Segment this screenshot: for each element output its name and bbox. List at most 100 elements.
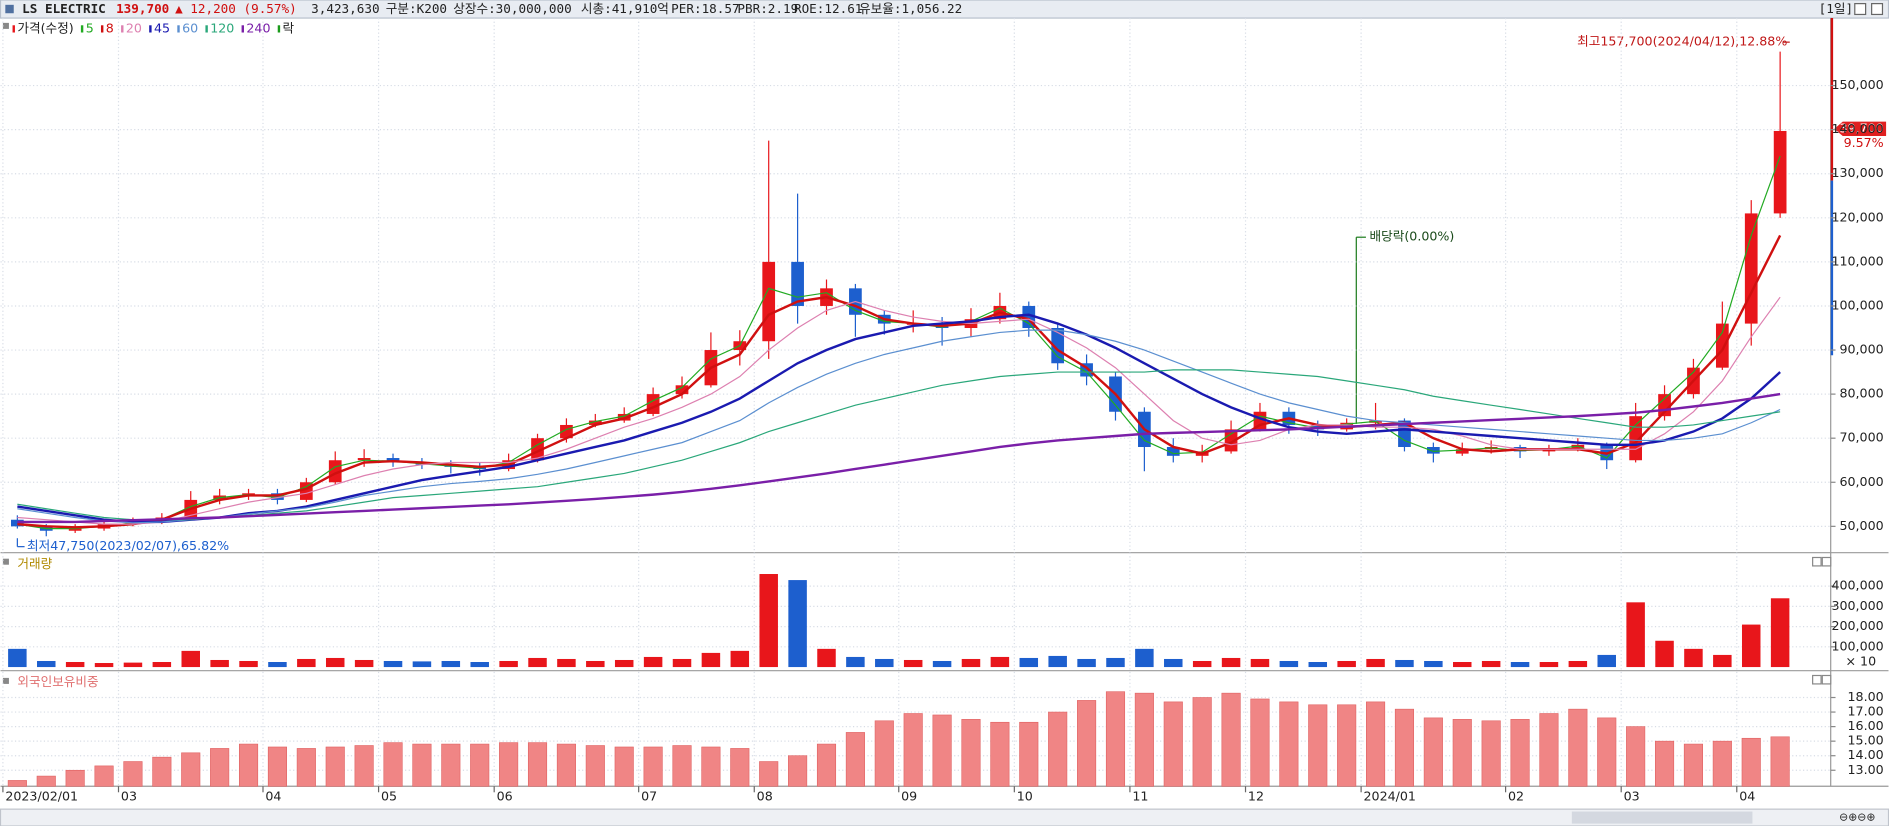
- x-tick-label: 05: [381, 789, 397, 804]
- price-tag: [1834, 121, 1887, 137]
- bar: [1510, 662, 1530, 668]
- stock-group: 구분:K200: [386, 1, 447, 16]
- bar: [932, 714, 952, 787]
- bar: [181, 650, 200, 668]
- stock-change: ▲ 12,200 (9.57%): [175, 1, 297, 16]
- legend-swatch: [100, 25, 104, 33]
- bar: [1279, 660, 1299, 668]
- candle-body: [1744, 213, 1758, 324]
- bar: [875, 658, 894, 668]
- legend-swatch: [177, 25, 180, 33]
- bar: [354, 659, 374, 668]
- bar: [239, 660, 258, 668]
- bar: [152, 662, 172, 668]
- bar: [1019, 721, 1039, 787]
- bar: [1192, 660, 1212, 668]
- bar: [1626, 726, 1646, 787]
- bar: [94, 765, 114, 787]
- y-tick-label: 300,000: [1831, 598, 1883, 613]
- x-tick-label: 2024/01: [1364, 789, 1416, 804]
- candle-body: [1426, 447, 1440, 454]
- pane-icon[interactable]: [2, 22, 9, 29]
- pane-icon[interactable]: [2, 558, 9, 565]
- y-tick-label: 80,000: [1839, 386, 1883, 401]
- bar: [1452, 719, 1472, 787]
- pane-button[interactable]: [1821, 674, 1832, 685]
- scroll-thumb[interactable]: [1571, 811, 1753, 824]
- bar: [441, 660, 461, 668]
- y-tick-label: 13.00: [1848, 762, 1884, 777]
- bar: [1453, 662, 1472, 668]
- bar: [788, 580, 807, 668]
- bar: [1654, 740, 1675, 787]
- zoom-icons[interactable]: ⊖⊕⊖⊕: [1839, 811, 1875, 824]
- bar: [556, 743, 576, 787]
- bar: [643, 656, 663, 668]
- low-annotation: 최저47,750(2023/02/07),65.82%: [27, 538, 229, 553]
- legend-swatch: [241, 25, 244, 33]
- bar: [238, 743, 259, 787]
- bar: [383, 742, 403, 787]
- bar: [1077, 700, 1097, 787]
- bar: [7, 780, 27, 787]
- legend-label: 가격(수정): [17, 20, 73, 35]
- pane-icon[interactable]: [2, 677, 9, 684]
- y-tick-label: 70,000: [1839, 430, 1883, 445]
- bar: [817, 648, 836, 668]
- bar: [1741, 737, 1761, 787]
- period-button[interactable]: [1일]: [1819, 1, 1853, 16]
- bar: [1105, 691, 1126, 787]
- y-tick-label: 110,000: [1831, 253, 1883, 268]
- bar: [297, 658, 316, 668]
- candle-body: [1455, 449, 1469, 454]
- bar: [152, 756, 172, 787]
- pane-button[interactable]: [1821, 556, 1832, 567]
- bar: [1337, 660, 1356, 668]
- y-tick-label: 17.00: [1848, 704, 1884, 719]
- volume-unit: × 10: [1845, 654, 1876, 669]
- bar: [990, 721, 1010, 787]
- bar: [1395, 659, 1414, 668]
- bar: [586, 660, 605, 668]
- moving-average: [17, 234, 1782, 529]
- bar: [701, 746, 721, 787]
- y-tick-label: 200,000: [1831, 618, 1883, 633]
- window-button[interactable]: [1854, 3, 1867, 16]
- pane-button[interactable]: [1812, 556, 1822, 567]
- bar: [759, 761, 779, 787]
- bar: [1135, 648, 1154, 668]
- x-tick-label: 09: [901, 789, 917, 804]
- legend-label: 20: [126, 20, 142, 35]
- bar: [585, 745, 605, 787]
- bar: [846, 656, 865, 668]
- candle-body: [68, 528, 82, 531]
- menu-icon[interactable]: [5, 4, 14, 14]
- stock-price: 139,700: [116, 1, 169, 16]
- candle-body: [1166, 447, 1180, 456]
- bar: [1221, 657, 1241, 668]
- legend-label: 락: [283, 20, 295, 35]
- bar: [730, 650, 750, 668]
- bar: [1713, 654, 1732, 668]
- bar: [1712, 740, 1732, 787]
- close-button[interactable]: [1871, 3, 1884, 16]
- x-tick-label: 12: [1248, 789, 1264, 804]
- bar: [1424, 660, 1443, 668]
- bar: [123, 662, 143, 668]
- bar: [325, 746, 345, 787]
- legend-label: 45: [154, 20, 170, 35]
- pane-button[interactable]: [1812, 674, 1822, 685]
- foreign-pane-label: 외국인보유비중: [17, 674, 98, 689]
- bar: [701, 652, 721, 668]
- x-tick-label: 04: [1739, 789, 1755, 804]
- bar: [1366, 701, 1386, 787]
- bar: [1481, 720, 1501, 787]
- bar: [1163, 701, 1183, 787]
- bar: [1568, 708, 1588, 787]
- bar: [788, 755, 808, 787]
- bar: [1770, 598, 1790, 668]
- bar: [1684, 648, 1703, 668]
- moving-average: [17, 392, 1781, 524]
- bar: [1539, 713, 1559, 787]
- bar: [210, 748, 230, 787]
